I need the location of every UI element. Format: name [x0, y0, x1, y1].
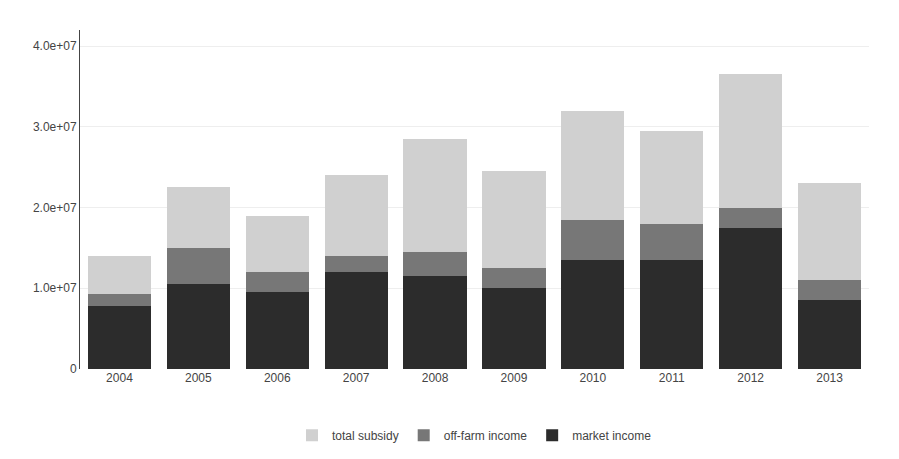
- svg-text:2009: 2009: [501, 371, 528, 385]
- svg-text:2013: 2013: [816, 371, 843, 385]
- svg-text:market income: market income: [572, 429, 651, 443]
- svg-text:3.0e+07: 3.0e+07: [33, 120, 77, 134]
- svg-text:2.0e+07: 2.0e+07: [33, 201, 77, 215]
- svg-text:0: 0: [70, 362, 77, 376]
- svg-text:2012: 2012: [737, 371, 764, 385]
- svg-text:2008: 2008: [422, 371, 449, 385]
- svg-text:4.0e+07: 4.0e+07: [33, 39, 77, 53]
- svg-text:2006: 2006: [264, 371, 291, 385]
- svg-text:2010: 2010: [579, 371, 606, 385]
- svg-text:1.0e+07: 1.0e+07: [33, 281, 77, 295]
- svg-text:2007: 2007: [343, 371, 370, 385]
- svg-text:2005: 2005: [185, 371, 212, 385]
- svg-text:off-farm income: off-farm income: [444, 429, 527, 443]
- svg-text:2004: 2004: [106, 371, 133, 385]
- svg-text:total subsidy: total subsidy: [332, 429, 399, 443]
- svg-text:2011: 2011: [659, 371, 685, 385]
